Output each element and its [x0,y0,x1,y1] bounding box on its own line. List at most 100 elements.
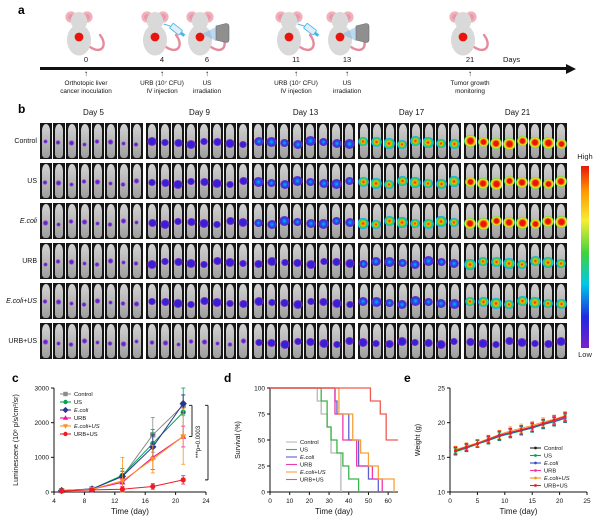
mouse-thumbnail [265,123,277,159]
mouse-thumbnail [146,123,158,159]
x-axis-title: Time (day) [500,507,538,516]
group-day-blocks [40,283,567,319]
bioluminescence-blob [67,140,75,147]
mouse-thumbnail [542,123,554,159]
bioluminescence-blob [397,139,408,149]
bioluminescence-blob [280,139,290,148]
mouse-thumbnail [397,243,409,279]
bioluminescence-blob [555,299,567,310]
mouse-ultrasound-icon [319,5,375,62]
bioluminescence-blob [449,139,460,150]
mouse-thumbnail [224,123,236,159]
bioluminescence-blob [449,258,460,268]
mouse-thumbnail [278,323,290,359]
bioluminescence-blob [344,217,355,227]
bioluminescence-blob [371,256,382,266]
bioluminescence-blob [93,179,101,186]
timeline-axis [40,67,568,70]
survival-chart-svg: 0 10 20 30 40 50 60 0 25 50 75 100 Time (day) Surviva… [235,385,398,516]
mouse-thumbnail [555,283,567,319]
bioluminescence-blob [555,216,567,228]
mouse-thumbnail [252,323,264,359]
day-block [358,163,461,199]
mouse-thumbnail [423,163,435,199]
mouse-thumbnail [278,163,290,199]
bioluminescence-blob [266,219,277,229]
group-day-blocks [40,123,567,159]
timeline-day-number: 11 [292,55,300,64]
timeline-event-caption: Orthotopic liver cancer inoculation [60,80,112,95]
colorbar-low-label: Low [578,350,592,359]
bioluminescence-blob [531,339,539,347]
mouse-thumbnail [423,243,435,279]
x-tick-label: 8 [83,498,87,505]
mouse-thumbnail [449,123,461,159]
mouse-thumbnail [185,243,197,279]
mouse-thumbnail [79,283,91,319]
mouse-body [133,124,141,158]
group-row-control: Control [0,122,576,160]
bioluminescence-blob [212,138,222,147]
mouse-thumbnail [529,163,541,199]
bioluminescence-blob [477,218,489,230]
mouse-thumbnail [330,323,342,359]
legend-label: E.coli+US [544,476,570,482]
bioluminescence-blob [81,261,87,266]
bioluminescence-blob [174,217,182,225]
day-block [40,283,143,319]
mouse-thumbnail [490,323,502,359]
day-block [252,323,355,359]
mouse-thumbnail [105,283,117,319]
day-block [464,163,567,199]
timeline-tick-arrow-icon: ↑ [160,69,164,78]
mouse-thumbnail [317,243,329,279]
day-block [252,203,355,239]
bioluminescence-blob [107,181,113,186]
mouse-thumbnail [53,283,65,319]
mouse-thumbnail [291,323,303,359]
bioluminescence-blob [226,180,234,188]
mouse-thumbnail [477,243,489,279]
mouse-thumbnail [265,283,277,319]
mouse-body [107,204,115,238]
mouse-thumbnail [330,283,342,319]
mouse-thumbnail [185,283,197,319]
timeline-tick-arrow-icon: ↑ [205,69,209,78]
group-row-e-coli-us: E.coli+US [0,282,576,320]
x-axis-title: Time (day) [111,507,149,516]
bioluminescence-blob [68,341,75,348]
mouse-thumbnail [343,163,355,199]
bioluminescence-blob [68,218,75,225]
x-tick-label: 40 [345,498,353,505]
bioluminescence-blob [397,299,408,309]
bioluminescence-blob [175,342,181,347]
weight-chart: 0 5 10 15 20 25 10 15 20 25 Time (day) Weight (g) Co… [410,374,596,525]
bioluminescence-blob [54,299,62,306]
mouse-thumbnail [66,123,78,159]
bioluminescence-blob [147,259,157,269]
mouse-thumbnail [265,203,277,239]
mouse-thumbnail [304,163,316,199]
bioluminescence-blob [212,178,222,188]
mouse-body [68,324,76,358]
bioluminescence-blob [133,220,139,225]
mouse-thumbnail [172,323,184,359]
day-block [40,323,143,359]
bioluminescence-blob [107,340,114,347]
mouse-thumbnail [503,323,515,359]
bioluminescence-blob [279,216,290,227]
y-tick-label: 100 [254,385,265,392]
mouse-thumbnail [79,323,91,359]
mouse-thumbnail [423,323,435,359]
mouse-thumbnail [555,203,567,239]
bioluminescence-blob [94,138,101,145]
bioluminescence-blob [503,138,515,150]
bioluminescence-blob [504,337,514,346]
timeline-tick-arrow-icon: ↑ [468,69,472,78]
bioluminescence-blob [279,179,290,189]
bioluminescence-blob [212,297,222,307]
day-block [464,243,567,279]
mouse-thumbnail [397,323,409,359]
x-tick-label: 20 [556,498,564,505]
mouse-thumbnail [185,163,197,199]
